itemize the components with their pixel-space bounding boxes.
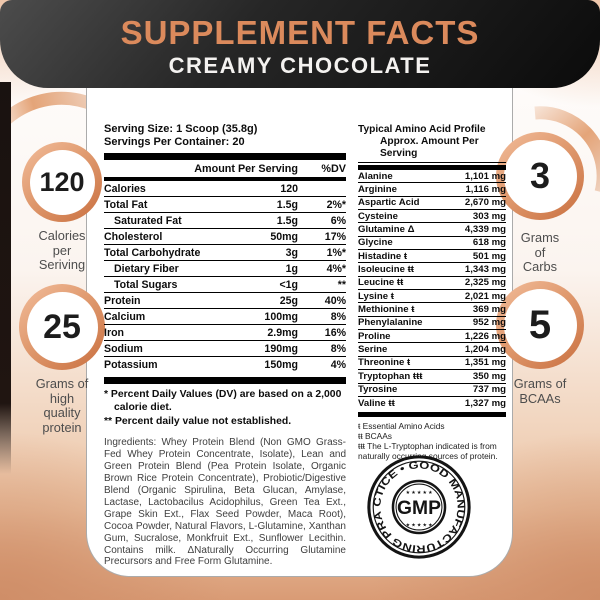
list-item: Valine ŧŧ 1,327 mg [358,398,506,410]
table-row: Total Carbohydrate 3g 1%* [104,245,346,261]
divider-thick [104,153,346,160]
list-item: Threonine ŧ 1,351 mg [358,357,506,371]
divider-thick [104,377,346,384]
list-item: Alanine 1,101 mg [358,170,506,184]
right-arc-decoration [534,106,600,192]
table-row: Dietary Fiber 1g 4%* [104,261,346,277]
amino-title: Typical Amino Acid Profile [358,124,486,135]
table-row: Calcium 100mg 8% [104,309,346,325]
list-item: Serine 1,204 mg [358,344,506,357]
list-item: Aspartic Acid 2,670 mg [358,197,506,211]
ingredients-text: Ingredients: Whey Protein Blend (Non GMO… [104,437,346,568]
list-item: Lysine ŧ 2,021 mg [358,290,506,304]
calories-badge: 120 [22,142,102,222]
table-row: Total Sugars <1g ** [104,277,346,293]
list-item: Tryptophan ŧŧŧ 350 mg [358,370,506,384]
table-row: Saturated Fat 1.5g 6% [104,213,346,229]
table-row: Protein 25g 40% [104,293,346,309]
table-row: Potassium 150mg 4% [104,359,346,371]
serving-size: Serving Size: 1 Scoop (35.8g) [104,123,258,135]
seal-inner-ring [391,479,447,535]
divider-thick [358,165,506,170]
list-item: Phenylalanine 952 mg [358,317,506,331]
list-item: Histadine ŧ 501 mg [358,250,506,264]
carbs-badge: 3 [496,132,584,220]
bcaa-badge: 5 [496,281,584,369]
protein-badge: 25 [19,284,105,370]
seal-gmp-text: GMP [397,498,441,519]
list-item: Cysteine 303 mg [358,210,506,224]
column-amount-per-serving: Amount Per Serving [194,163,298,175]
protein-badge-label: Grams of high quality protein [35,376,89,435]
seal-inner-thin-ring [395,483,443,531]
seal-stars-bottom: ★ ★ ★ ★ ★ [406,523,434,529]
footnote-dv: * Percent Daily Values (DV) are based on… [104,389,342,413]
gmp-seal: CTICE • GOOD MANUFACTURING PRA ★ ★ ★ ★ ★… [367,455,471,559]
protein-badge-value: 25 [26,291,98,363]
servings-per-container: Servings Per Container: 20 [104,136,245,148]
table-row: Calories 120 [104,181,346,197]
facts-table-body: Calories 120 Total Fat 1.5g 2%* Saturated Fat… [104,181,346,373]
divider-thick [358,412,506,418]
bcaa-badge-value: 5 [503,288,577,362]
seal-stars-top: ★ ★ ★ ★ ★ [406,490,434,496]
list-item: Methionine ŧ 369 mg [358,304,506,317]
calories-badge-value: 120 [29,149,95,215]
amino-acid-panel: Typical Amino Acid Profile Approx. Amoun… [358,124,506,461]
footnote-essential: ŧ Essential Amino Acids [358,421,445,432]
left-edge-shadow [0,82,11,474]
list-item: Arginine 1,116 mg [358,184,506,197]
footnote-bcaas: ŧŧ BCAAs [358,431,392,442]
carbs-badge-value: 3 [503,139,577,213]
table-row: Iron 2.9mg 16% [104,325,346,341]
header-banner: SUPPLEMENT FACTS CREAMY CHOCOLATE [0,0,600,88]
facts-column-header: Amount Per Serving %DV [104,160,346,177]
carbs-badge-label: Grams of Carbs [520,230,560,274]
column-dv: %DV [321,163,346,175]
list-item: Isoleucine ŧŧ 1,343 mg [358,264,506,277]
flavor-subtitle: CREAMY CHOCOLATE [168,53,432,78]
list-item: Glutamine Δ 4,339 mg [358,224,506,237]
amino-subtitle: Approx. Amount Per Serving [358,136,506,163]
bcaa-badge-label: Grams of BCAAs [513,376,567,406]
list-item: Proline 1,226 mg [358,330,506,344]
table-row: Sodium 190mg 8% [104,341,346,357]
list-item: Tyrosine 737 mg [358,384,506,397]
list-item: Leucine ŧŧ 2,325 mg [358,277,506,291]
calories-badge-label: Calories per Seriving [38,228,86,272]
seal-outer-ring [367,455,471,559]
list-item: Glycine 618 mg [358,237,506,251]
facts-footnotes: * Percent Daily Values (DV) are based on… [104,389,346,428]
amino-table-body: Alanine 1,101 mg Arginine 1,116 mg Aspartic … [358,170,506,410]
footnote-not-established: ** Percent daily value not established. [104,415,292,427]
table-row: Cholesterol 50mg 17% [104,229,346,245]
page-title: SUPPLEMENT FACTS [120,14,480,51]
supplement-facts-panel: Serving Size: 1 Scoop (35.8g) Servings P… [104,123,346,568]
table-row: Total Fat 1.5g 2%* [104,197,346,213]
divider-medium [104,177,346,181]
seal-outer-inner-ring [372,460,466,554]
